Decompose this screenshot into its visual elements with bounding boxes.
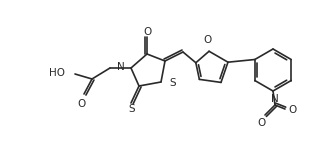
Text: N: N (117, 62, 125, 72)
Text: HO: HO (49, 68, 65, 78)
Text: O: O (203, 35, 211, 45)
Text: O: O (258, 118, 266, 128)
Text: O: O (288, 105, 296, 115)
Text: S: S (169, 78, 176, 88)
Text: S: S (129, 104, 135, 114)
Text: O: O (77, 99, 85, 109)
Text: N: N (271, 94, 279, 104)
Text: O: O (144, 27, 152, 37)
